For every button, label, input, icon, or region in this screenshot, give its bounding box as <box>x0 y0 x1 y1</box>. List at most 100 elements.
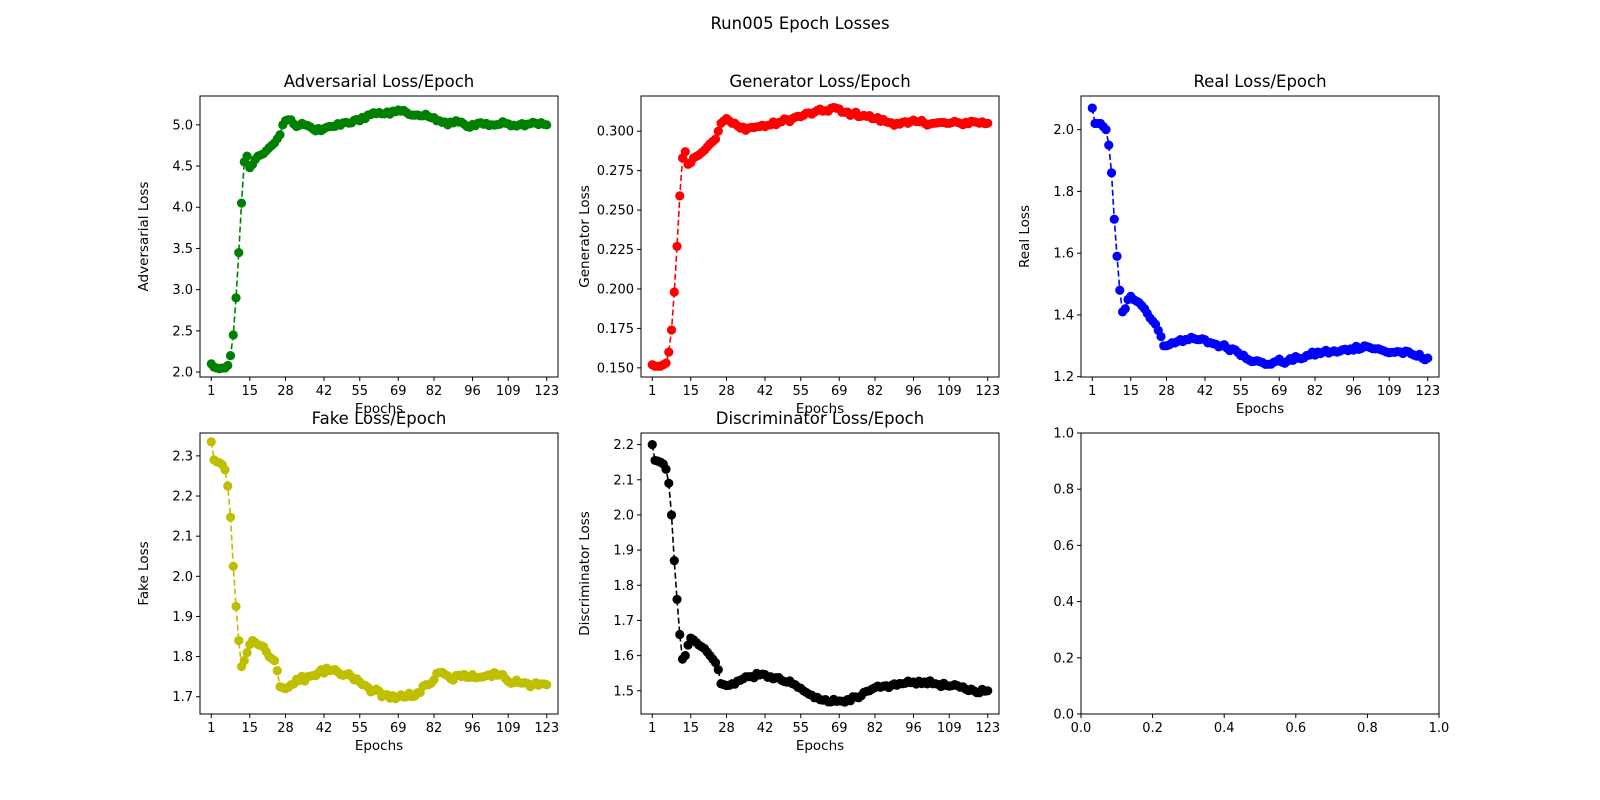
data-point-123 <box>983 118 993 128</box>
chart-panel-2: 1 15 28 42 55 69 82 96 109 123 0.150 0.175 0.200 0.22… <box>577 72 1000 417</box>
x-axis-label: Epochs <box>796 738 844 754</box>
x-tick-label: 1 <box>1088 384 1096 399</box>
x-tick-label: 0.8 <box>1357 721 1378 736</box>
data-point-8 <box>666 325 677 335</box>
chart-title: Generator Loss/Epoch <box>729 72 910 91</box>
y-tick-label: 4.0 <box>172 201 193 216</box>
x-tick-label: 42 <box>1197 384 1214 399</box>
y-tick-label: 2.1 <box>613 473 634 488</box>
x-tick-label: 1 <box>207 721 215 736</box>
data-point-14 <box>242 151 252 161</box>
y-tick-label: 0.4 <box>1053 595 1074 610</box>
x-tick-label: 69 <box>390 384 407 399</box>
data-point-7 <box>1104 140 1114 150</box>
y-tick-label: 3.5 <box>172 242 193 257</box>
chart-panel-6: 0.0 0.2 0.4 0.6 0.8 1.0 0.0 0.2 0.4 0.6 0.8 1.0 <box>1053 427 1449 737</box>
x-tick-label: 42 <box>316 384 333 399</box>
x-tick-label: 96 <box>905 384 922 399</box>
x-tick-label: 0.6 <box>1285 721 1306 736</box>
data-point-8 <box>225 350 236 361</box>
x-tick-label: 1 <box>648 384 656 399</box>
data-point-25 <box>713 665 723 675</box>
y-tick-label: 0.175 <box>597 322 634 337</box>
data-point-26 <box>275 130 285 140</box>
data-point-13 <box>680 651 690 661</box>
x-tick-label: 0.0 <box>1071 721 1092 736</box>
y-tick-label: 2.1 <box>172 530 193 545</box>
x-tick-label: 28 <box>277 384 294 399</box>
data-point-11 <box>234 247 244 258</box>
data-point-1 <box>647 440 657 450</box>
data-point-6 <box>661 464 671 474</box>
axes-frame <box>640 95 1000 378</box>
data-point-7 <box>223 481 233 491</box>
x-tick-label: 15 <box>1122 384 1139 399</box>
data-point-10 <box>672 241 682 251</box>
y-tick-label: 2.0 <box>1053 123 1074 138</box>
x-tick-label: 1 <box>648 721 656 736</box>
x-tick-label: 123 <box>975 384 1000 399</box>
chart-panel-5: 1 15 28 42 55 69 82 96 109 123 1.5 1.6 1.7 1.8 1.9 2.0 2… <box>577 409 1000 754</box>
x-tick-label: 42 <box>757 721 774 736</box>
x-tick-label: 42 <box>316 721 333 736</box>
x-tick-label: 1.0 <box>1429 721 1450 736</box>
data-point-7 <box>664 347 674 357</box>
data-point-9 <box>228 330 238 340</box>
y-tick-label: 1.7 <box>172 690 193 705</box>
y-tick-label: 3.0 <box>172 283 193 298</box>
y-tick-label: 0.275 <box>597 164 634 179</box>
y-tick-label: 2.3 <box>172 449 193 464</box>
data-point-24 <box>269 656 280 666</box>
x-tick-label: 82 <box>867 384 884 399</box>
x-tick-label: 109 <box>1377 384 1402 399</box>
x-tick-label: 55 <box>351 721 368 736</box>
axes-frame <box>1080 95 1440 378</box>
data-point-123 <box>1423 353 1433 363</box>
x-tick-label: 82 <box>867 721 884 736</box>
x-tick-label: 28 <box>718 384 735 399</box>
data-point-14 <box>242 647 252 658</box>
y-tick-label: 0.200 <box>597 282 634 297</box>
data-point-9 <box>669 556 679 566</box>
data-point-1 <box>1087 103 1097 113</box>
x-tick-label: 42 <box>757 384 774 399</box>
x-tick-label: 109 <box>937 721 962 736</box>
axes-frame <box>640 432 1000 715</box>
axes-frame <box>199 432 559 715</box>
chart-panel-3: 1 15 28 42 55 69 82 96 109 123 1.2 1.4 1.6 1.8 2.0 Real… <box>1017 72 1440 417</box>
x-tick-label: 69 <box>831 721 848 736</box>
data-point-8 <box>225 512 236 522</box>
x-tick-label: 96 <box>464 721 481 736</box>
y-tick-label: 0.225 <box>597 243 634 258</box>
data-point-9 <box>1109 214 1119 224</box>
data-point-11 <box>234 635 244 646</box>
x-tick-label: 96 <box>905 721 922 736</box>
data-point-13 <box>239 656 249 666</box>
y-axis-label: Adversarial Loss <box>136 182 152 292</box>
data-point-13 <box>680 147 690 157</box>
data-point-24 <box>710 658 721 668</box>
y-tick-label: 1.8 <box>172 650 193 665</box>
data-point-10 <box>672 594 682 604</box>
x-tick-label: 15 <box>241 721 258 736</box>
x-tick-label: 123 <box>1415 384 1440 399</box>
y-tick-label: 4.5 <box>172 160 193 175</box>
data-point-7 <box>664 478 674 488</box>
y-tick-label: 1.5 <box>613 684 634 699</box>
y-tick-label: 0.6 <box>1053 539 1074 554</box>
data-point-25 <box>272 666 282 676</box>
data-point-10 <box>1112 251 1122 261</box>
x-tick-label: 15 <box>241 384 258 399</box>
data-point-24 <box>710 134 721 144</box>
data-point-11 <box>675 629 685 640</box>
chart-title: Adversarial Loss/Epoch <box>284 72 474 91</box>
x-axis-label: Epochs <box>796 401 844 417</box>
y-tick-label: 1.2 <box>1053 370 1074 385</box>
y-axis-label: Real Loss <box>1017 205 1033 268</box>
y-tick-label: 0.300 <box>597 125 634 140</box>
data-point-12 <box>236 198 247 208</box>
x-tick-label: 109 <box>496 384 521 399</box>
data-point-11 <box>675 191 685 201</box>
y-tick-label: 1.9 <box>613 544 634 559</box>
y-axis-label: Fake Loss <box>136 541 152 605</box>
